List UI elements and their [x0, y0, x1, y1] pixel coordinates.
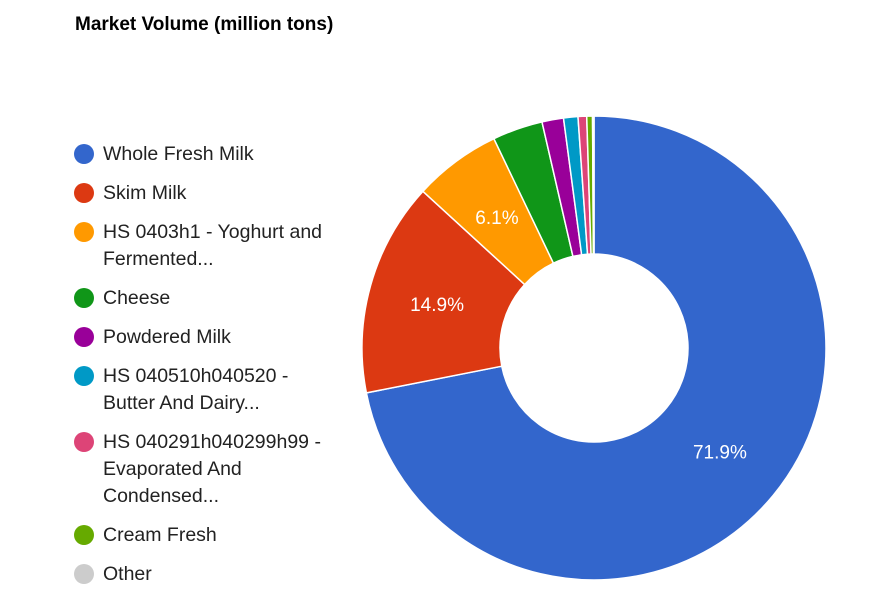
legend-item[interactable]: Other — [74, 561, 364, 588]
legend-swatch — [74, 564, 94, 584]
legend-swatch — [74, 144, 94, 164]
legend-swatch — [74, 222, 94, 242]
slice-value-label: 6.1% — [475, 208, 518, 229]
slice-value-label: 14.9% — [410, 295, 464, 316]
legend-swatch — [74, 432, 94, 452]
legend-label: Cheese — [103, 287, 171, 309]
legend-swatch — [74, 525, 94, 545]
legend-label: Other — [103, 563, 152, 585]
legend-item[interactable]: HS 040291h040299h99 - Evaporated And Con… — [74, 429, 364, 510]
legend-label: Skim Milk — [103, 182, 187, 204]
legend-item[interactable]: Powdered Milk — [74, 324, 364, 351]
legend-item[interactable]: HS 0403h1 - Yoghurt and Fermented... — [74, 219, 364, 273]
legend-swatch — [74, 183, 94, 203]
legend-label: HS 0403h1 - Yoghurt and Fermented... — [103, 221, 323, 270]
pie-slice[interactable] — [591, 115, 595, 255]
legend-item[interactable]: Whole Fresh Milk — [74, 141, 364, 168]
pie-slice[interactable] — [365, 115, 827, 581]
legend-item[interactable]: Cheese — [74, 285, 364, 312]
legend-item[interactable]: Cream Fresh — [74, 522, 364, 549]
legend-swatch — [74, 366, 94, 386]
chart-legend: Whole Fresh Milk Skim Milk HS 0403h1 - Yog… — [74, 141, 364, 600]
legend-label: HS 040291h040299h99 - Evaporated And Con… — [103, 431, 321, 507]
legend-label: HS 040510h040520 - Butter And Dairy... — [103, 365, 289, 414]
legend-label: Whole Fresh Milk — [103, 143, 254, 165]
pie-slice[interactable] — [361, 190, 526, 394]
legend-swatch — [74, 288, 94, 308]
legend-label: Powdered Milk — [103, 326, 231, 348]
legend-item[interactable]: HS 040510h040520 - Butter And Dairy... — [74, 363, 364, 417]
legend-label: Cream Fresh — [103, 524, 217, 546]
legend-item[interactable]: Skim Milk — [74, 180, 364, 207]
chart-title: Market Volume (million tons) — [75, 14, 334, 35]
legend-swatch — [74, 327, 94, 347]
slice-value-label: 71.9% — [693, 443, 747, 464]
